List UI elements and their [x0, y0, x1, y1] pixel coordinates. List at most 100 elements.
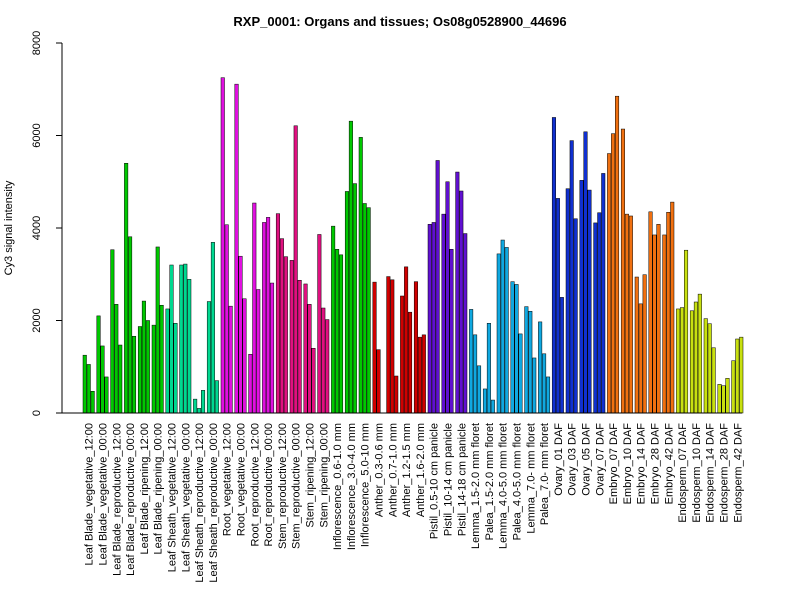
bar: [307, 304, 312, 414]
bar: [210, 242, 215, 414]
bar: [551, 117, 556, 414]
bar: [597, 212, 602, 414]
x-tick-label: Palea_7.0- mm floret: [539, 423, 551, 525]
bar: [104, 376, 109, 414]
x-tick-label: Ovary_05 DAF: [581, 423, 593, 496]
x-tick-label: Inflorescence_5.0-10 mm: [360, 423, 372, 547]
bar: [676, 308, 681, 414]
x-tick-label: Pistil_10-14 cm panicle: [443, 423, 455, 536]
bar: [620, 128, 625, 414]
y-tick-label: 8000: [31, 31, 43, 55]
bar: [110, 249, 115, 414]
bar: [615, 95, 620, 414]
x-tick-label: Endosperm_28 DAF: [719, 423, 731, 523]
bar: [528, 311, 533, 414]
bar: [593, 222, 598, 414]
bar: [234, 83, 239, 414]
x-tick-label: Inflorescence_3.0-4.0 mm: [346, 423, 358, 550]
bar: [90, 391, 95, 414]
bars: [82, 77, 744, 414]
bar: [684, 249, 689, 414]
bar: [510, 281, 515, 414]
bar: [739, 336, 744, 414]
bar: [486, 323, 491, 414]
bar: [404, 266, 409, 414]
bar: [82, 354, 87, 414]
bar: [183, 263, 188, 414]
x-tick-label: Anther_1.2-1.5 mm: [401, 423, 413, 517]
bar: [573, 218, 578, 414]
x-tick-label: Embryo_28 DAF: [650, 423, 662, 505]
x-tick-label: Leaf Sheath_vegetative_12:00: [167, 423, 179, 572]
bar: [155, 246, 160, 414]
bar: [435, 160, 440, 414]
bar: [427, 224, 432, 414]
bar: [266, 217, 271, 414]
bar: [565, 188, 570, 414]
x-tick-label: Inflorescence_0.6-1.0 mm: [332, 423, 344, 550]
bar: [666, 212, 671, 414]
bar: [275, 213, 280, 414]
bar: [532, 357, 537, 414]
bar: [372, 281, 377, 414]
bar: [165, 308, 170, 414]
bar: [352, 183, 357, 414]
x-tick-label: Endosperm_42 DAF: [732, 423, 744, 523]
bar: [362, 203, 367, 414]
bar: [366, 207, 371, 414]
x-tick-label: Anther_1.6-2.0 mm: [415, 423, 427, 517]
y-axis-label: Cy3 signal intensity: [3, 180, 15, 275]
bar: [193, 398, 198, 414]
x-tick-label: Lemma_4.0-5.0 mm floret: [498, 423, 510, 549]
bar: [270, 282, 275, 414]
bar: [417, 336, 422, 414]
bar: [228, 305, 233, 414]
bar: [376, 349, 381, 414]
bar: [114, 304, 119, 414]
bar: [421, 334, 426, 414]
bar: [173, 323, 178, 414]
bar: [317, 234, 322, 414]
y-tick-label: 4000: [31, 216, 43, 240]
y-tick-label: 2000: [31, 308, 43, 332]
x-tick-label: Root_reproductive_00:00: [263, 423, 275, 547]
bar: [569, 140, 574, 414]
bar: [118, 344, 123, 414]
x-tick-label: Embryo_10 DAF: [622, 423, 634, 505]
bar: [518, 333, 523, 414]
bar: [248, 354, 253, 414]
bar: [707, 323, 712, 414]
bar: [559, 297, 564, 414]
x-tick-label: Stem_ripening_12:00: [305, 423, 317, 528]
bar: [731, 360, 736, 414]
bar: [579, 180, 584, 414]
x-tick-label: Lemma_1.5-2.0 mm floret: [470, 423, 482, 549]
bar: [711, 347, 716, 414]
bar: [496, 253, 501, 414]
y-tick-label: 6000: [31, 123, 43, 147]
x-tick-label: Endosperm_14 DAF: [705, 423, 717, 523]
bar: [504, 247, 509, 414]
x-tick-label: Leaf Sheath_reproductive_00:00: [208, 423, 220, 583]
bar: [662, 234, 667, 414]
x-tick-label: Palea_4.0-5.0 mm floret: [512, 423, 524, 540]
bar: [358, 137, 363, 414]
bar: [311, 348, 316, 414]
bar: [169, 264, 174, 414]
bar: [252, 202, 257, 414]
x-axis-labels: Leaf Blade_vegetative_12:00 Leaf Blade_ve…: [84, 423, 745, 583]
bar: [201, 390, 206, 414]
x-tick-label: Root_vegetative_12:00: [222, 423, 234, 536]
bar: [670, 201, 675, 414]
x-tick-label: Embryo_07 DAF: [608, 423, 620, 505]
x-tick-label: Ovary_03 DAF: [567, 423, 579, 496]
bar: [348, 120, 353, 414]
x-tick-label: Embryo_14 DAF: [636, 423, 648, 505]
bar: [445, 181, 450, 414]
bar: [542, 353, 547, 414]
bar: [262, 222, 267, 414]
bar: [179, 264, 184, 414]
x-tick-label: Palea_1.5-2.0 mm floret: [484, 423, 496, 540]
chart-title: RXP_0001: Organs and tissues; Os08g05289…: [233, 14, 566, 29]
bar: [473, 334, 478, 414]
